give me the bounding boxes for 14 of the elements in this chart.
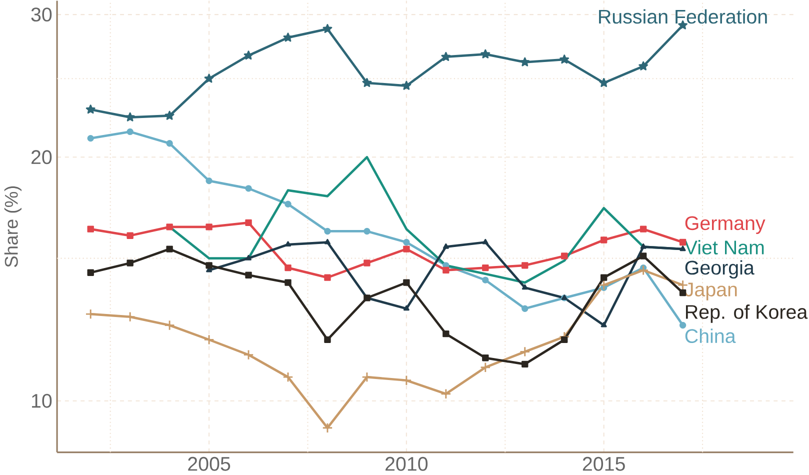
series-label: Germany [685,216,766,234]
series-label: Georgia [685,260,754,278]
y-tick-label: 20 [32,150,52,164]
y-tick-label: 30 [31,7,52,22]
x-tick-label: 2015 [582,456,625,471]
series-label: China [685,328,736,343]
x-tick-label: 2005 [188,456,230,471]
series-label: Russian Federation [599,9,767,24]
series-label: Viet Nam [684,240,764,254]
x-tick-label: 2010 [386,456,428,471]
series-label: Rep. of Korea [686,304,808,323]
y-tick-label: 10 [32,394,52,408]
series-label: Japan [684,282,737,300]
y-axis-title: Share (%) [4,186,22,267]
